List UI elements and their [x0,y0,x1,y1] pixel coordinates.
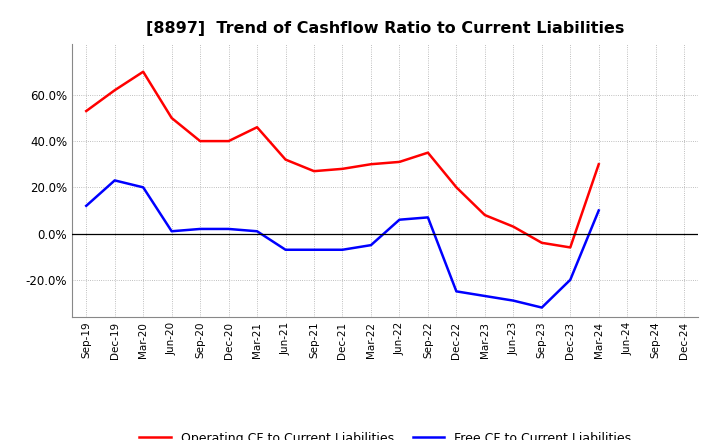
Operating CF to Current Liabilities [139,69,148,74]
Operating CF to Current Liabilities [82,108,91,114]
Free CF to Current Liabilities [110,178,119,183]
Line: Operating CF to Current Liabilities: Operating CF to Current Liabilities [86,72,599,247]
Free CF to Current Liabilities [139,185,148,190]
Operating CF to Current Liabilities [282,157,290,162]
Free CF to Current Liabilities [282,247,290,253]
Operating CF to Current Liabilities [480,213,489,218]
Operating CF to Current Liabilities [338,166,347,172]
Operating CF to Current Liabilities [595,161,603,167]
Free CF to Current Liabilities [366,242,375,248]
Free CF to Current Liabilities [82,203,91,209]
Free CF to Current Liabilities [395,217,404,222]
Free CF to Current Liabilities [225,226,233,231]
Operating CF to Current Liabilities [225,139,233,144]
Free CF to Current Liabilities [509,298,518,303]
Free CF to Current Liabilities [338,247,347,253]
Operating CF to Current Liabilities [310,169,318,174]
Free CF to Current Liabilities [595,208,603,213]
Free CF to Current Liabilities [480,293,489,299]
Free CF to Current Liabilities [423,215,432,220]
Operating CF to Current Liabilities [167,115,176,121]
Free CF to Current Liabilities [310,247,318,253]
Operating CF to Current Liabilities [537,240,546,246]
Operating CF to Current Liabilities [366,161,375,167]
Free CF to Current Liabilities [196,226,204,231]
Operating CF to Current Liabilities [452,185,461,190]
Free CF to Current Liabilities [167,229,176,234]
Free CF to Current Liabilities [537,305,546,310]
Operating CF to Current Liabilities [110,88,119,93]
Operating CF to Current Liabilities [253,125,261,130]
Free CF to Current Liabilities [566,277,575,282]
Operating CF to Current Liabilities [395,159,404,165]
Line: Free CF to Current Liabilities: Free CF to Current Liabilities [86,180,599,308]
Title: [8897]  Trend of Cashflow Ratio to Current Liabilities: [8897] Trend of Cashflow Ratio to Curren… [146,21,624,36]
Operating CF to Current Liabilities [196,139,204,144]
Free CF to Current Liabilities [452,289,461,294]
Operating CF to Current Liabilities [509,224,518,229]
Free CF to Current Liabilities [253,229,261,234]
Operating CF to Current Liabilities [566,245,575,250]
Legend: Operating CF to Current Liabilities, Free CF to Current Liabilities: Operating CF to Current Liabilities, Fre… [135,427,636,440]
Operating CF to Current Liabilities [423,150,432,155]
